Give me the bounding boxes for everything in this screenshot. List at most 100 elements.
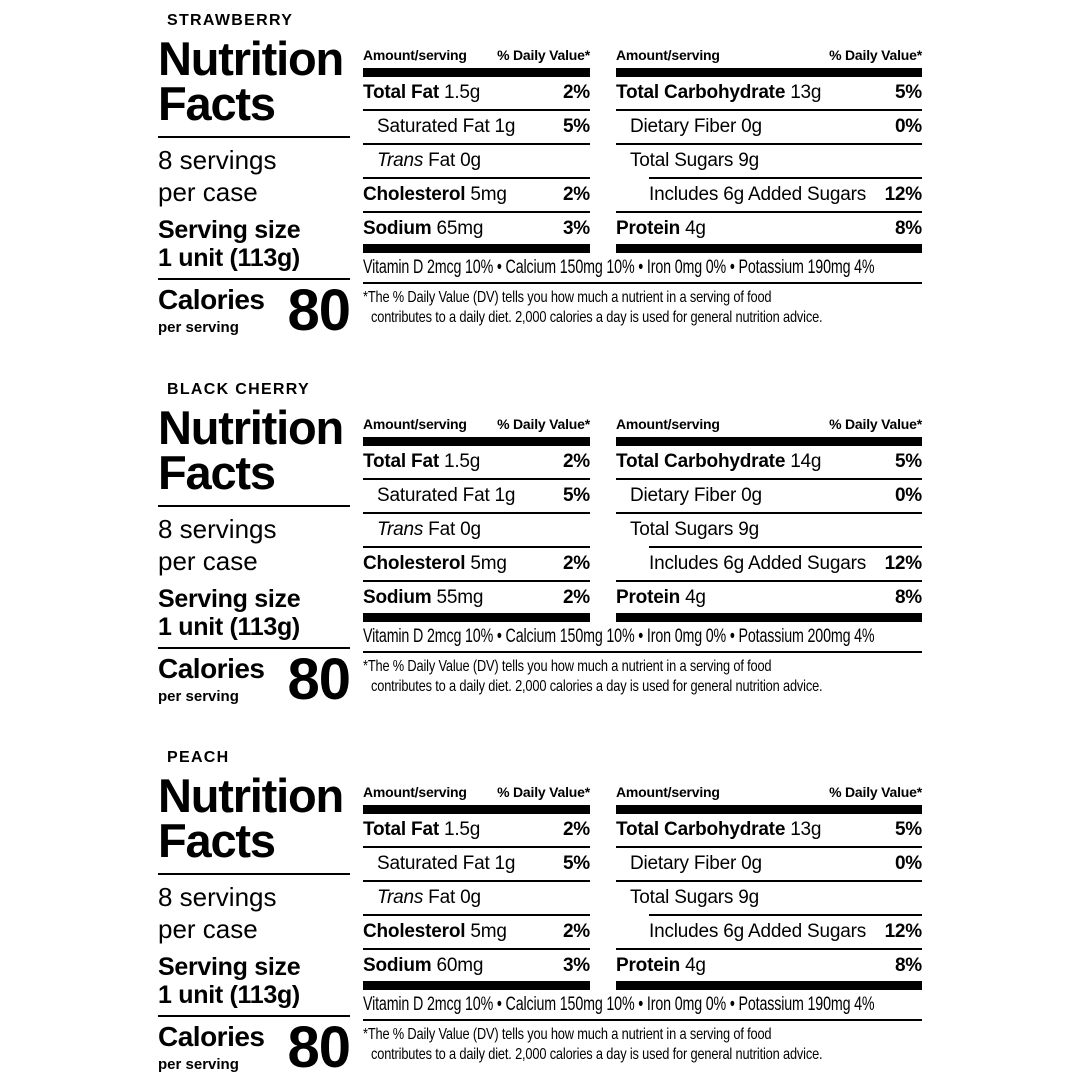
calories-sublabel: per serving <box>158 688 239 706</box>
nutrient-row-total-carbohydrate: Total Carbohydrate 14g 5% <box>616 451 922 472</box>
nutrient-row-trans-fat: Trans Fat 0g <box>377 518 481 540</box>
divider <box>616 879 922 882</box>
calories-row: Calories per serving 80 <box>158 282 351 340</box>
nutrient-row-total-fat: Total Fat 1.5g 2% <box>363 819 590 840</box>
divider <box>616 845 922 848</box>
thick-bar <box>616 437 922 446</box>
nutrient-row-total-sugars: Total Sugars 9g <box>630 886 759 908</box>
header-daily-value: % Daily Value* <box>829 416 922 432</box>
nutrient-row-total-fat: Total Fat 1.5g 2% <box>363 451 590 472</box>
nutrient-row-total-carbohydrate: Total Carbohydrate 13g 5% <box>616 819 922 840</box>
divider <box>363 176 590 179</box>
nutrient-row-total-carbohydrate: Total Carbohydrate 13g 5% <box>616 82 922 103</box>
divider <box>363 845 590 848</box>
divider <box>363 545 590 548</box>
servings-per-case: 8 servings per case <box>158 514 277 577</box>
nutrient-row-saturated-fat: Saturated Fat 1g 5% <box>377 852 590 874</box>
nutrient-row-trans-fat: Trans Fat 0g <box>377 886 481 908</box>
calories-value: 80 <box>287 1015 351 1080</box>
calories-labels: Calories per serving <box>158 1021 265 1074</box>
header-daily-value: % Daily Value* <box>497 416 590 432</box>
thick-bar <box>363 613 590 623</box>
divider <box>616 108 922 111</box>
thick-bar <box>616 981 922 991</box>
nutrition-facts-title: Nutrition Facts <box>158 404 350 508</box>
divider <box>616 142 922 145</box>
nutrient-row-cholesterol: Cholesterol 5mg 2% <box>363 920 590 942</box>
divider <box>363 477 590 480</box>
calories-sublabel: per serving <box>158 1056 239 1074</box>
nutrient-column-right: Amount/serving % Daily Value* Total Carb… <box>616 416 922 623</box>
nutrient-row-protein: Protein 4g 8% <box>616 217 922 239</box>
nutrition-panel-peach: PEACH Nutrition Facts 8 servings per cas… <box>158 749 922 1080</box>
flavor-title: PEACH <box>167 749 230 766</box>
thick-bar <box>363 244 590 254</box>
column-header: Amount/serving % Daily Value* <box>616 47 922 68</box>
divider <box>616 210 922 213</box>
header-amount-serving: Amount/serving <box>363 784 467 800</box>
header-amount-serving: Amount/serving <box>616 784 720 800</box>
nutrient-row-cholesterol: Cholesterol 5mg 2% <box>363 183 590 205</box>
nutrition-facts-title: Nutrition Facts <box>158 772 350 876</box>
serving-size: Serving size 1 unit (113g) <box>158 585 350 650</box>
nutrient-column-left: Amount/serving % Daily Value* Total Fat 1… <box>363 784 590 991</box>
divider <box>363 108 590 111</box>
calories-value: 80 <box>287 647 351 713</box>
footnote-line-1: *The % Daily Value (DV) tells you how mu… <box>363 1026 772 1044</box>
thick-bar <box>616 805 922 814</box>
column-header: Amount/serving % Daily Value* <box>616 784 922 805</box>
divider <box>363 651 922 654</box>
nutrient-row-sodium: Sodium 65mg 3% <box>363 217 590 239</box>
nutrition-facts-title: Nutrition Facts <box>158 35 350 139</box>
header-amount-serving: Amount/serving <box>363 47 467 63</box>
vitamins-line: Vitamin D 2mcg 10% • Calcium 150mg 10% •… <box>363 257 875 279</box>
panel-body: Nutrition Facts 8 servings per case Serv… <box>158 772 922 1080</box>
thick-bar <box>616 68 922 77</box>
facts-left-column: Nutrition Facts 8 servings per case Serv… <box>158 35 351 340</box>
column-header: Amount/serving % Daily Value* <box>363 47 590 68</box>
servings-per-case: 8 servings per case <box>158 882 277 945</box>
nutrient-columns: Amount/serving % Daily Value* Total Fat 1… <box>363 416 922 623</box>
divider <box>616 477 922 480</box>
header-daily-value: % Daily Value* <box>829 47 922 63</box>
nutrition-panel-strawberry: STRAWBERRY Nutrition Facts 8 servings pe… <box>158 12 922 340</box>
nutrient-column-right: Amount/serving % Daily Value* Total Carb… <box>616 47 922 254</box>
column-header: Amount/serving % Daily Value* <box>363 416 590 437</box>
nutrient-row-protein: Protein 4g 8% <box>616 954 922 976</box>
divider-indented <box>649 913 922 916</box>
nutrient-row-total-sugars: Total Sugars 9g <box>630 518 759 540</box>
divider <box>616 947 922 950</box>
divider <box>363 282 922 285</box>
nutrient-row-protein: Protein 4g 8% <box>616 586 922 608</box>
thick-bar <box>363 805 590 814</box>
thick-bar <box>616 244 922 254</box>
serving-size: Serving size 1 unit (113g) <box>158 216 350 281</box>
column-header: Amount/serving % Daily Value* <box>363 784 590 805</box>
flavor-title: STRAWBERRY <box>167 12 294 29</box>
divider <box>363 511 590 514</box>
panel-body: Nutrition Facts 8 servings per case Serv… <box>158 404 922 713</box>
facts-left-column: Nutrition Facts 8 servings per case Serv… <box>158 404 351 713</box>
nutrient-column-left: Amount/serving % Daily Value* Total Fat 1… <box>363 47 590 254</box>
divider <box>363 142 590 145</box>
thick-bar <box>363 68 590 77</box>
calories-sublabel: per serving <box>158 319 239 337</box>
footnote-line-2: contributes to a daily diet. 2,000 calor… <box>371 1045 823 1063</box>
flavor-title: BLACK CHERRY <box>167 381 311 398</box>
nutrient-row-added-sugars: Includes 6g Added Sugars 12% <box>649 183 922 205</box>
column-header: Amount/serving % Daily Value* <box>616 416 922 437</box>
calories-label: Calories <box>158 1021 265 1053</box>
nutrition-panel-black-cherry: BLACK CHERRY Nutrition Facts 8 servings … <box>158 381 922 713</box>
divider <box>363 879 590 882</box>
nutrient-section: Amount/serving % Daily Value* Total Fat 1… <box>363 37 922 336</box>
divider <box>363 1019 922 1022</box>
header-amount-serving: Amount/serving <box>363 416 467 432</box>
footnote-line-2: contributes to a daily diet. 2,000 calor… <box>371 677 823 695</box>
facts-left-column: Nutrition Facts 8 servings per case Serv… <box>158 772 351 1080</box>
thick-bar <box>363 981 590 991</box>
divider <box>363 947 590 950</box>
nutrient-row-total-sugars: Total Sugars 9g <box>630 149 759 171</box>
daily-value-footnote: *The % Daily Value (DV) tells you how mu… <box>363 657 922 696</box>
calories-row: Calories per serving 80 <box>158 1015 351 1080</box>
divider-indented <box>649 176 922 179</box>
